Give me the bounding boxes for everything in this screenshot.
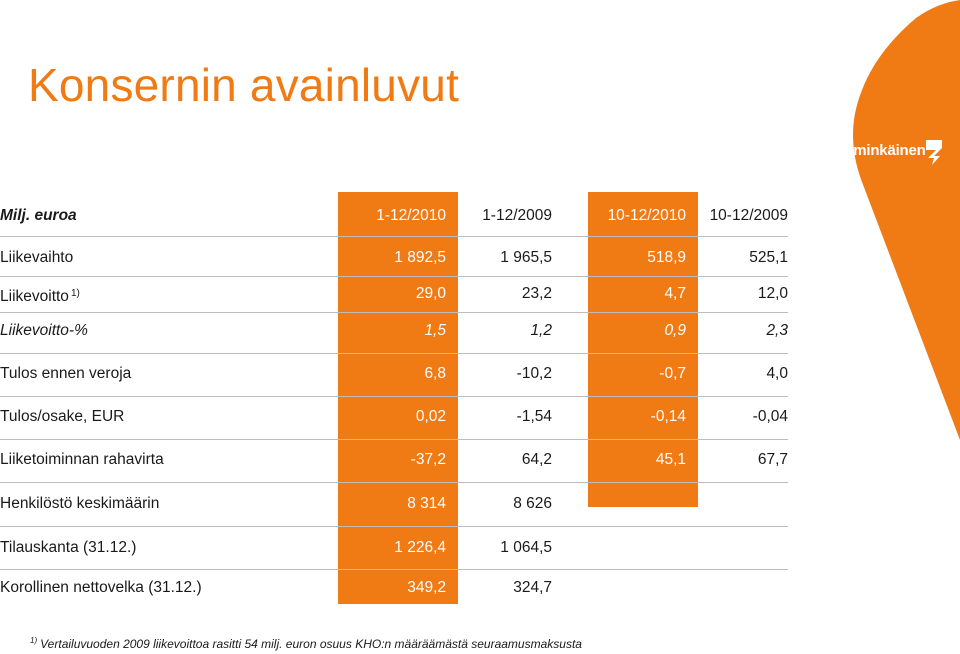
table-row: Liikevoitto-% 1,5 1,2 0,9 2,3 xyxy=(0,311,800,351)
lemminkainen-logo-mark-icon xyxy=(926,140,942,165)
divider xyxy=(0,276,788,277)
row-label: Liikevaihto xyxy=(0,249,74,266)
header-10-12-2009: 10-12/2009 xyxy=(709,207,788,224)
value-1-12-2010: 8 314 xyxy=(407,495,446,512)
value-1-12-2010: -37,2 xyxy=(410,451,446,468)
value-10-12-2010 xyxy=(588,528,686,568)
header-1-12-2009: 1-12/2009 xyxy=(482,207,552,224)
value-1-12-2009: 64,2 xyxy=(521,451,552,468)
value-1-12-2009: 23,2 xyxy=(521,285,552,302)
corner-decoration xyxy=(853,0,960,440)
value-10-12-2009: 4,0 xyxy=(766,365,788,382)
value-1-12-2010: 29,0 xyxy=(415,285,446,302)
table-row: Liiketoiminnan rahavirta -37,2 64,2 45,1… xyxy=(0,440,800,480)
footnote-marker: 1) xyxy=(30,636,38,645)
row-label: Liiketoiminnan rahavirta xyxy=(0,451,164,468)
value-1-12-2010: 6,8 xyxy=(424,365,446,382)
table-header-row: Milj. euroa 1-12/2010 1-12/2009 10-12/20… xyxy=(0,196,800,236)
value-1-12-2009: 1 965,5 xyxy=(500,249,552,266)
value-10-12-2010 xyxy=(588,568,686,608)
row-label: Tulos/osake, EUR xyxy=(0,408,125,425)
divider xyxy=(0,312,788,313)
value-1-12-2009: 1,2 xyxy=(530,322,552,339)
divider xyxy=(0,482,788,483)
value-10-12-2010: 4,7 xyxy=(664,285,686,302)
row-label: Liikevoitto xyxy=(0,288,69,305)
divider xyxy=(0,526,788,527)
table-row: Henkilöstö keskimäärin 8 314 8 626 xyxy=(0,484,800,524)
row-label: Henkilöstö keskimäärin xyxy=(0,495,160,512)
value-10-12-2010: -0,14 xyxy=(650,408,686,425)
value-10-12-2009 xyxy=(700,568,788,608)
value-10-12-2009: 12,0 xyxy=(757,285,788,302)
highlight-column-10-12-2010 xyxy=(588,192,698,507)
value-1-12-2009: -10,2 xyxy=(516,365,552,382)
divider xyxy=(0,396,788,397)
table-row: Tulos ennen veroja 6,8 -10,2 -0,7 4,0 xyxy=(0,354,800,394)
divider xyxy=(0,353,788,354)
header-1-12-2010: 1-12/2010 xyxy=(376,207,446,224)
value-10-12-2009: -0,04 xyxy=(752,408,788,425)
value-1-12-2010: 1 892,5 xyxy=(394,249,446,266)
value-1-12-2010: 1,5 xyxy=(424,322,446,339)
table-row: Tilauskanta (31.12.) 1 226,4 1 064,5 xyxy=(0,528,800,568)
row-label: Liikevoitto-% xyxy=(0,322,88,339)
footnote-text: Vertailuvuoden 2009 liikevoittoa rasitti… xyxy=(40,637,582,651)
page-title: Konsernin avainluvut xyxy=(28,59,460,111)
value-10-12-2010 xyxy=(588,484,686,524)
table-row: Liikevoitto 1) 29,0 23,2 4,7 12,0 xyxy=(0,274,800,314)
highlight-column-1-12-2010 xyxy=(338,192,458,604)
header-unit: Milj. euroa xyxy=(0,207,77,224)
row-label: Tilauskanta (31.12.) xyxy=(0,539,137,556)
header-10-12-2010: 10-12/2010 xyxy=(607,207,686,224)
footnote: 1) Vertailuvuoden 2009 liikevoittoa rasit… xyxy=(30,636,582,651)
value-10-12-2010: 45,1 xyxy=(655,451,686,468)
value-10-12-2010: 0,9 xyxy=(664,322,686,339)
row-label: Tulos ennen veroja xyxy=(0,365,132,382)
value-1-12-2010: 1 226,4 xyxy=(394,539,446,556)
company-logo: Lemminkäinen xyxy=(823,138,943,168)
table-row: Tulos/osake, EUR 0,02 -1,54 -0,14 -0,04 xyxy=(0,397,800,437)
value-10-12-2009 xyxy=(700,484,788,524)
divider xyxy=(0,439,788,440)
value-1-12-2010: 0,02 xyxy=(415,408,446,425)
divider xyxy=(0,569,788,570)
value-1-12-2010: 349,2 xyxy=(407,579,446,596)
divider xyxy=(0,236,788,237)
value-10-12-2009: 525,1 xyxy=(749,249,788,266)
value-10-12-2010: 518,9 xyxy=(647,249,686,266)
row-label: Korollinen nettovelka (31.12.) xyxy=(0,579,202,596)
table-row: Liikevaihto 1 892,5 1 965,5 518,9 525,1 xyxy=(0,238,800,278)
value-1-12-2009: 1 064,5 xyxy=(500,539,552,556)
value-10-12-2009: 2,3 xyxy=(766,322,788,339)
value-10-12-2009: 67,7 xyxy=(757,451,788,468)
value-1-12-2009: 324,7 xyxy=(513,579,552,596)
value-10-12-2009 xyxy=(700,528,788,568)
value-1-12-2009: -1,54 xyxy=(516,408,552,425)
value-10-12-2010: -0,7 xyxy=(659,365,686,382)
row-label-wrap: Liikevoitto 1) xyxy=(0,274,330,314)
value-1-12-2009: 8 626 xyxy=(513,495,552,512)
footnote-marker: 1) xyxy=(70,288,80,299)
logo-text: Lemminkäinen xyxy=(823,142,926,159)
table-row: Korollinen nettovelka (31.12.) 349,2 324… xyxy=(0,568,800,608)
